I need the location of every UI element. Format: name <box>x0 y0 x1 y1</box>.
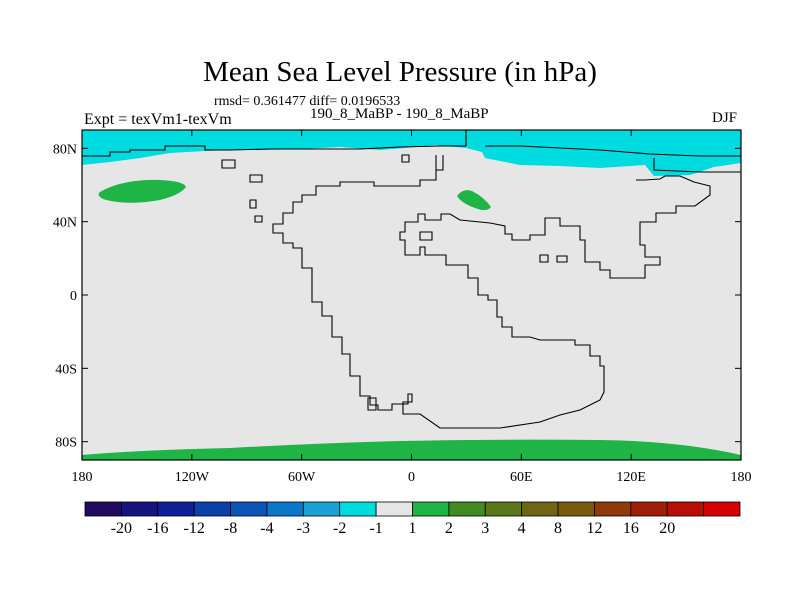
colorbar-label: 16 <box>623 520 639 537</box>
colorbar-label: -2 <box>333 520 346 537</box>
colorbar-label: -20 <box>111 520 132 537</box>
x-tick-label: 180 <box>72 470 93 485</box>
colorbar-label: -8 <box>224 520 237 537</box>
colorbar-box <box>375 501 413 517</box>
colorbar-label: 20 <box>659 520 675 537</box>
colorbar-box <box>557 501 595 517</box>
colorbar-label: 2 <box>445 520 453 537</box>
x-tick-label: 60E <box>510 470 533 485</box>
chart-title: Mean Sea Level Pressure (in hPa) <box>203 56 597 88</box>
colorbar-box <box>84 501 122 517</box>
case-label: 190_8_MaBP - 190_8_MaBP <box>310 106 489 122</box>
x-tick-label: 0 <box>408 470 415 485</box>
x-tick-label: 180 <box>731 470 752 485</box>
colorbar-label: 4 <box>518 520 526 537</box>
colorbar-box <box>230 501 268 517</box>
y-tick-label: 40N <box>53 216 77 231</box>
experiment-label: Expt = texVm1-texVm <box>84 111 232 128</box>
colorbar-label: -1 <box>369 520 382 537</box>
colorbar-box <box>666 501 705 517</box>
arctic-negative-region <box>82 130 741 176</box>
colorbar-label: -3 <box>297 520 310 537</box>
colorbar-box <box>339 501 377 517</box>
colorbar-label: -16 <box>147 520 168 537</box>
map-background <box>82 130 741 460</box>
north-pacific-positive-patch <box>98 179 186 203</box>
colorbar-box <box>266 501 304 517</box>
colorbar-box <box>157 501 195 517</box>
y-tick-label: 80N <box>53 142 77 157</box>
colorbar-label: 12 <box>586 520 602 537</box>
x-tick-label: 120E <box>616 470 646 485</box>
eurasia-positive-patch <box>457 190 491 211</box>
colorbar-box <box>448 501 486 517</box>
colorbar-label: 8 <box>554 520 562 537</box>
antarctic-positive-region <box>82 439 741 460</box>
colorbar: -20 -16 -12 -8 -4 -3 -2 -1 1 2 3 4 8 12 16 20 <box>84 501 741 537</box>
colorbar-box <box>302 501 341 517</box>
colorbar-box <box>193 501 231 517</box>
y-tick-label: 80S <box>55 436 77 451</box>
colorbar-label: -12 <box>184 520 205 537</box>
colorbar-box <box>120 501 159 517</box>
colorbar-box <box>521 501 559 517</box>
colorbar-box <box>594 501 632 517</box>
x-tick-label: 60W <box>288 470 316 485</box>
coastlines <box>82 130 741 429</box>
season-label: DJF <box>712 110 738 126</box>
x-axis: 180 120W 60W 0 60E 120E 180 <box>72 130 752 485</box>
colorbar-box <box>484 501 523 517</box>
colorbar-label: 1 <box>409 520 417 537</box>
colorbar-box <box>412 501 450 517</box>
colorbar-box <box>630 501 668 517</box>
colorbar-box <box>703 501 741 517</box>
colorbar-label: -4 <box>260 520 273 537</box>
colorbar-label: 3 <box>481 520 489 537</box>
y-axis: 80N 40N 0 40S 80S <box>53 142 741 451</box>
x-tick-label: 120W <box>175 470 210 485</box>
y-tick-label: 0 <box>70 289 77 304</box>
stats-line: rmsd= 0.361477 diff= 0.0196533 <box>214 94 401 109</box>
y-tick-label: 40S <box>55 362 77 377</box>
